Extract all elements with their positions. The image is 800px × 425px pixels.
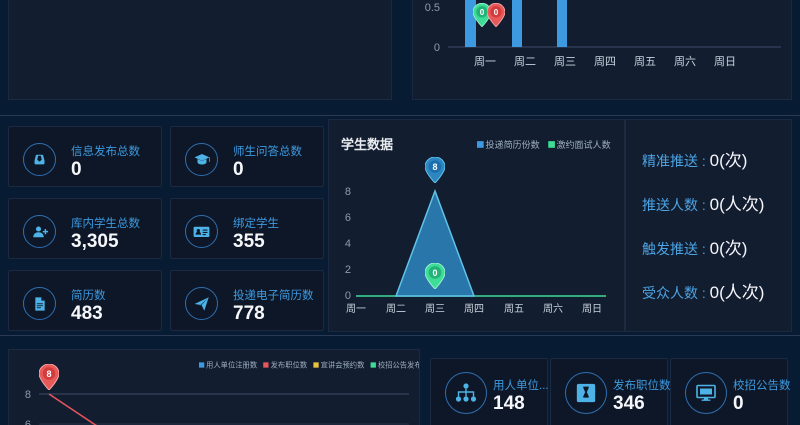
svg-text:周二: 周二 [514, 55, 536, 68]
svg-text:8: 8 [345, 186, 351, 198]
svg-text:0.5: 0.5 [425, 2, 440, 14]
svg-text:6: 6 [25, 419, 31, 425]
svg-text:周日: 周日 [582, 303, 602, 315]
svg-text:周四: 周四 [464, 303, 484, 315]
svg-text:0: 0 [432, 268, 437, 278]
svg-text:周六: 周六 [674, 55, 696, 68]
svg-text:0: 0 [345, 290, 351, 302]
svg-text:周三: 周三 [554, 55, 576, 68]
svg-text:8: 8 [432, 162, 437, 172]
svg-text:8: 8 [25, 389, 31, 401]
svg-text:周五: 周五 [504, 303, 524, 315]
svg-text:6: 6 [345, 212, 351, 224]
svg-text:周日: 周日 [714, 55, 736, 68]
svg-text:周一: 周一 [474, 55, 496, 68]
svg-text:周三: 周三 [425, 303, 445, 315]
svg-text:2: 2 [345, 264, 351, 276]
svg-text:0: 0 [434, 42, 440, 54]
svg-text:0: 0 [494, 8, 499, 17]
svg-text:8: 8 [46, 369, 51, 379]
svg-text:0: 0 [480, 8, 485, 17]
svg-text:周四: 周四 [594, 55, 616, 68]
svg-text:4: 4 [345, 238, 351, 250]
svg-text:周二: 周二 [386, 303, 406, 315]
svg-text:周五: 周五 [634, 55, 656, 68]
svg-text:周一: 周一 [346, 303, 366, 315]
svg-text:周六: 周六 [543, 303, 563, 315]
